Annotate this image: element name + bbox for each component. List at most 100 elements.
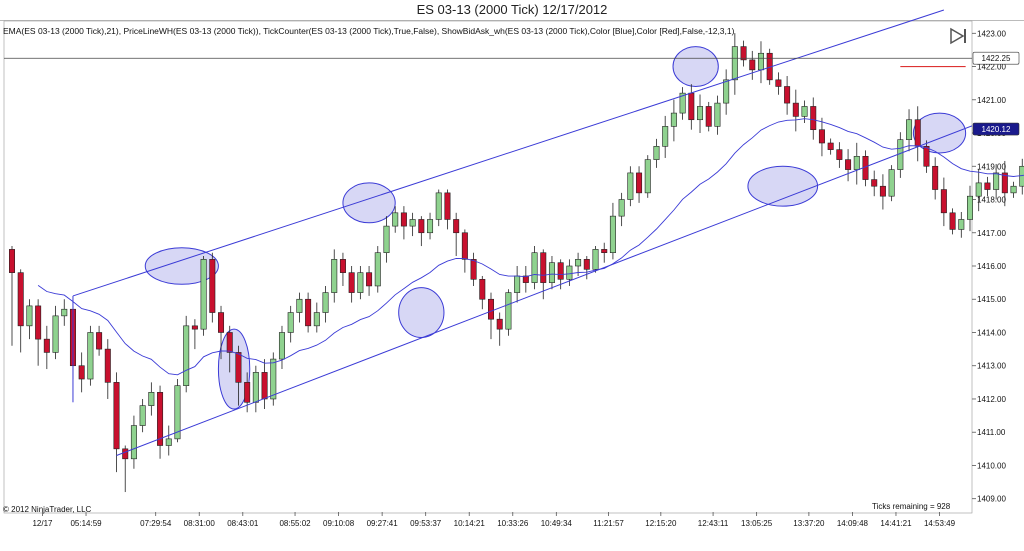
candle-body — [967, 195, 973, 220]
candle-body — [871, 179, 878, 187]
candle-body — [505, 292, 512, 330]
skip-to-end-button[interactable] — [948, 27, 970, 45]
candle-body — [827, 142, 834, 150]
y-tick-label: 1421.00 — [977, 96, 1006, 105]
candle-body — [566, 265, 573, 280]
highlight-ellipse — [747, 165, 819, 207]
candle-body — [984, 182, 991, 190]
candle-body — [252, 372, 259, 403]
candle-body — [366, 272, 373, 287]
x-tick-label: 12:15:20 — [645, 519, 677, 528]
candle-body — [339, 259, 346, 273]
y-tick-label: 1419.00 — [977, 162, 1006, 171]
channel-lower-line — [116, 125, 973, 456]
y-tick-label: 1414.00 — [977, 328, 1006, 337]
candle-body — [113, 382, 120, 450]
candle-body — [461, 232, 468, 260]
x-tick-label: 13:05:25 — [741, 519, 773, 528]
x-tick-label: 10:49:34 — [541, 519, 573, 528]
candle-body — [287, 312, 294, 333]
candle-body — [9, 249, 15, 273]
last-price-label-text: 1422.25 — [982, 54, 1011, 63]
x-tick-label: 13:37:20 — [793, 519, 825, 528]
candle-body — [879, 185, 886, 197]
candle-body — [43, 338, 50, 353]
y-tick-label: 1415.00 — [977, 295, 1006, 304]
candle-body — [270, 358, 277, 400]
highlight-ellipse — [912, 112, 967, 154]
highlight-ellipse — [144, 247, 219, 285]
candle-body — [488, 298, 494, 320]
candle-body — [87, 332, 94, 380]
axes: 1409.00 1410.00 1411.00 1412.00 1413.00 1414.… — [32, 29, 1020, 528]
candle-body — [409, 219, 416, 227]
candle-body — [583, 259, 590, 270]
candle-body — [731, 46, 738, 81]
candle-body — [296, 298, 303, 313]
x-tick-label: 05:14:59 — [70, 519, 102, 528]
candle-body — [209, 259, 216, 313]
candle-body — [322, 292, 329, 313]
candle-body — [218, 312, 225, 333]
candle-body — [52, 315, 59, 353]
highlight-ellipses — [144, 46, 967, 410]
candle-body — [740, 46, 747, 61]
candle-body — [888, 169, 895, 197]
candle-body — [818, 129, 825, 144]
candle-body — [96, 332, 103, 350]
candle-body — [575, 259, 582, 267]
candle-body — [226, 332, 233, 353]
candle-body — [305, 298, 312, 327]
candle-body — [845, 159, 852, 170]
ema-line — [37, 118, 1024, 376]
highlight-ellipse — [398, 287, 445, 338]
candle-body — [17, 272, 24, 327]
candle-body — [453, 219, 460, 234]
x-tick-label: 08:55:02 — [279, 519, 311, 528]
candle-body — [906, 119, 913, 140]
candle-body — [200, 259, 207, 330]
candle-body — [104, 348, 111, 383]
candle-body — [174, 385, 181, 440]
y-tick-label: 1409.00 — [977, 495, 1006, 504]
candle-body — [557, 262, 564, 280]
candle-body — [784, 86, 791, 104]
last-price-label — [972, 51, 1020, 65]
candle-body — [479, 278, 486, 300]
x-tick-label: 10:33:26 — [497, 519, 529, 528]
y-tick-label: 1412.00 — [977, 395, 1006, 404]
x-tick-label: 14:41:21 — [880, 519, 912, 528]
candle-body — [810, 106, 817, 131]
y-tick-label: 1417.00 — [977, 229, 1006, 238]
candle-body — [383, 225, 390, 254]
candle-body — [662, 126, 669, 147]
candle-body — [932, 165, 939, 190]
candle-body — [801, 106, 808, 117]
candle-body — [714, 102, 721, 127]
candle-body — [749, 59, 756, 71]
y-tick-label: 1413.00 — [977, 362, 1006, 371]
candle-body — [914, 119, 921, 147]
y-tick-label: 1410.00 — [977, 461, 1006, 470]
x-tick-label: 08:31:00 — [184, 519, 216, 528]
candle-body — [949, 212, 956, 230]
bid-ask-label-text: 1420.12 — [982, 125, 1011, 134]
x-tick-label: 09:27:41 — [367, 519, 399, 528]
chart-frame — [0, 20, 1024, 551]
channel-upper-line — [72, 9, 945, 297]
candle-body — [609, 215, 616, 254]
candle-body — [357, 272, 364, 293]
candle-body — [278, 332, 285, 360]
candle-body — [313, 312, 320, 327]
candle-body — [975, 182, 982, 197]
candle-body — [653, 146, 660, 160]
trend-lines — [4, 9, 1024, 456]
candle-body — [636, 172, 643, 194]
candle-body — [1010, 185, 1017, 194]
ticks-remaining: Ticks remaining = 928 — [872, 502, 951, 511]
candle-body — [993, 172, 1000, 190]
candle-body — [496, 318, 503, 330]
x-tick-label: 10:14:21 — [454, 519, 486, 528]
candle-body — [940, 189, 947, 214]
